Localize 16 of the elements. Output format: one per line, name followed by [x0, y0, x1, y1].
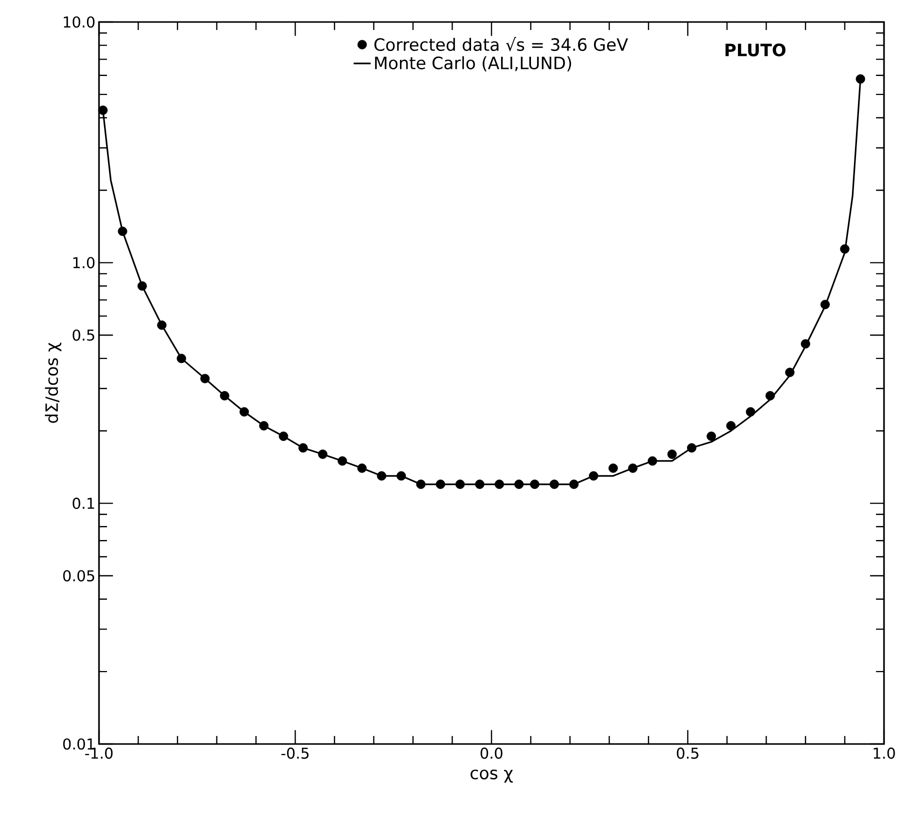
legend-label: Monte Carlo (ALI,LUND): [375, 56, 572, 72]
y-tick-label: 0.5: [72, 329, 94, 341]
x-tick-label: 0.5: [676, 748, 698, 759]
x-tick-label: 1.0: [874, 748, 895, 759]
x-tick-label: -1.0: [85, 748, 113, 759]
y-axis-title: dΣ/dcos χ: [44, 342, 62, 423]
y-tick-label: 10.0: [64, 16, 94, 28]
x-axis-title: cos χ: [470, 770, 513, 783]
annotation: PLUTO: [726, 44, 786, 56]
y-tick-label: 0.05: [63, 570, 94, 582]
legend-label: Corrected data √s = 34.6 GeV: [374, 37, 628, 52]
y-tick-label: 1.0: [73, 257, 94, 268]
y-tick-label: 0.01: [63, 738, 94, 750]
x-tick-label: -0.5: [281, 748, 309, 759]
y-tick-label: 0.1: [72, 498, 94, 509]
x-tick-label: 0.0: [480, 748, 502, 759]
